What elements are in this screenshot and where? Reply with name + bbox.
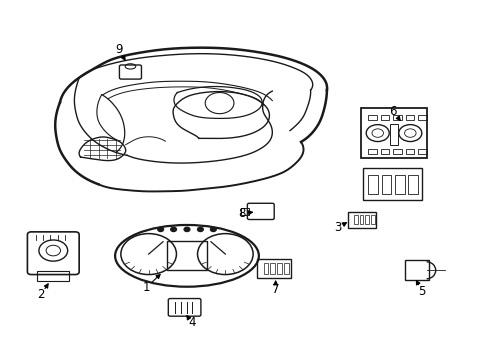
Bar <box>283 263 288 274</box>
Bar <box>367 175 377 194</box>
Bar <box>367 115 376 120</box>
Bar <box>417 115 426 120</box>
Text: 6: 6 <box>388 105 396 118</box>
Bar <box>365 215 368 224</box>
Text: 3: 3 <box>334 221 341 234</box>
Bar <box>405 115 413 120</box>
Bar <box>380 149 388 154</box>
Circle shape <box>210 227 216 231</box>
Bar <box>417 149 426 154</box>
Circle shape <box>197 227 203 231</box>
Bar <box>263 263 268 274</box>
Text: 4: 4 <box>188 316 195 329</box>
Bar <box>394 175 404 194</box>
Text: 5: 5 <box>417 285 425 298</box>
Bar <box>381 175 390 194</box>
Text: 2: 2 <box>37 288 44 301</box>
Bar <box>389 123 398 145</box>
Bar <box>270 263 275 274</box>
Bar <box>380 115 388 120</box>
Bar <box>392 149 401 154</box>
Circle shape <box>158 227 163 231</box>
Text: 1: 1 <box>142 281 150 294</box>
Text: 9: 9 <box>115 43 122 56</box>
Bar <box>367 149 376 154</box>
Bar <box>359 215 363 224</box>
Bar <box>405 149 413 154</box>
Circle shape <box>170 227 176 231</box>
Bar <box>407 175 417 194</box>
Bar <box>392 115 401 120</box>
Bar <box>353 215 357 224</box>
Text: 7: 7 <box>271 283 279 296</box>
Bar <box>370 215 374 224</box>
Bar <box>240 208 249 215</box>
Text: 8: 8 <box>238 207 245 220</box>
Circle shape <box>184 227 189 231</box>
Bar <box>277 263 281 274</box>
